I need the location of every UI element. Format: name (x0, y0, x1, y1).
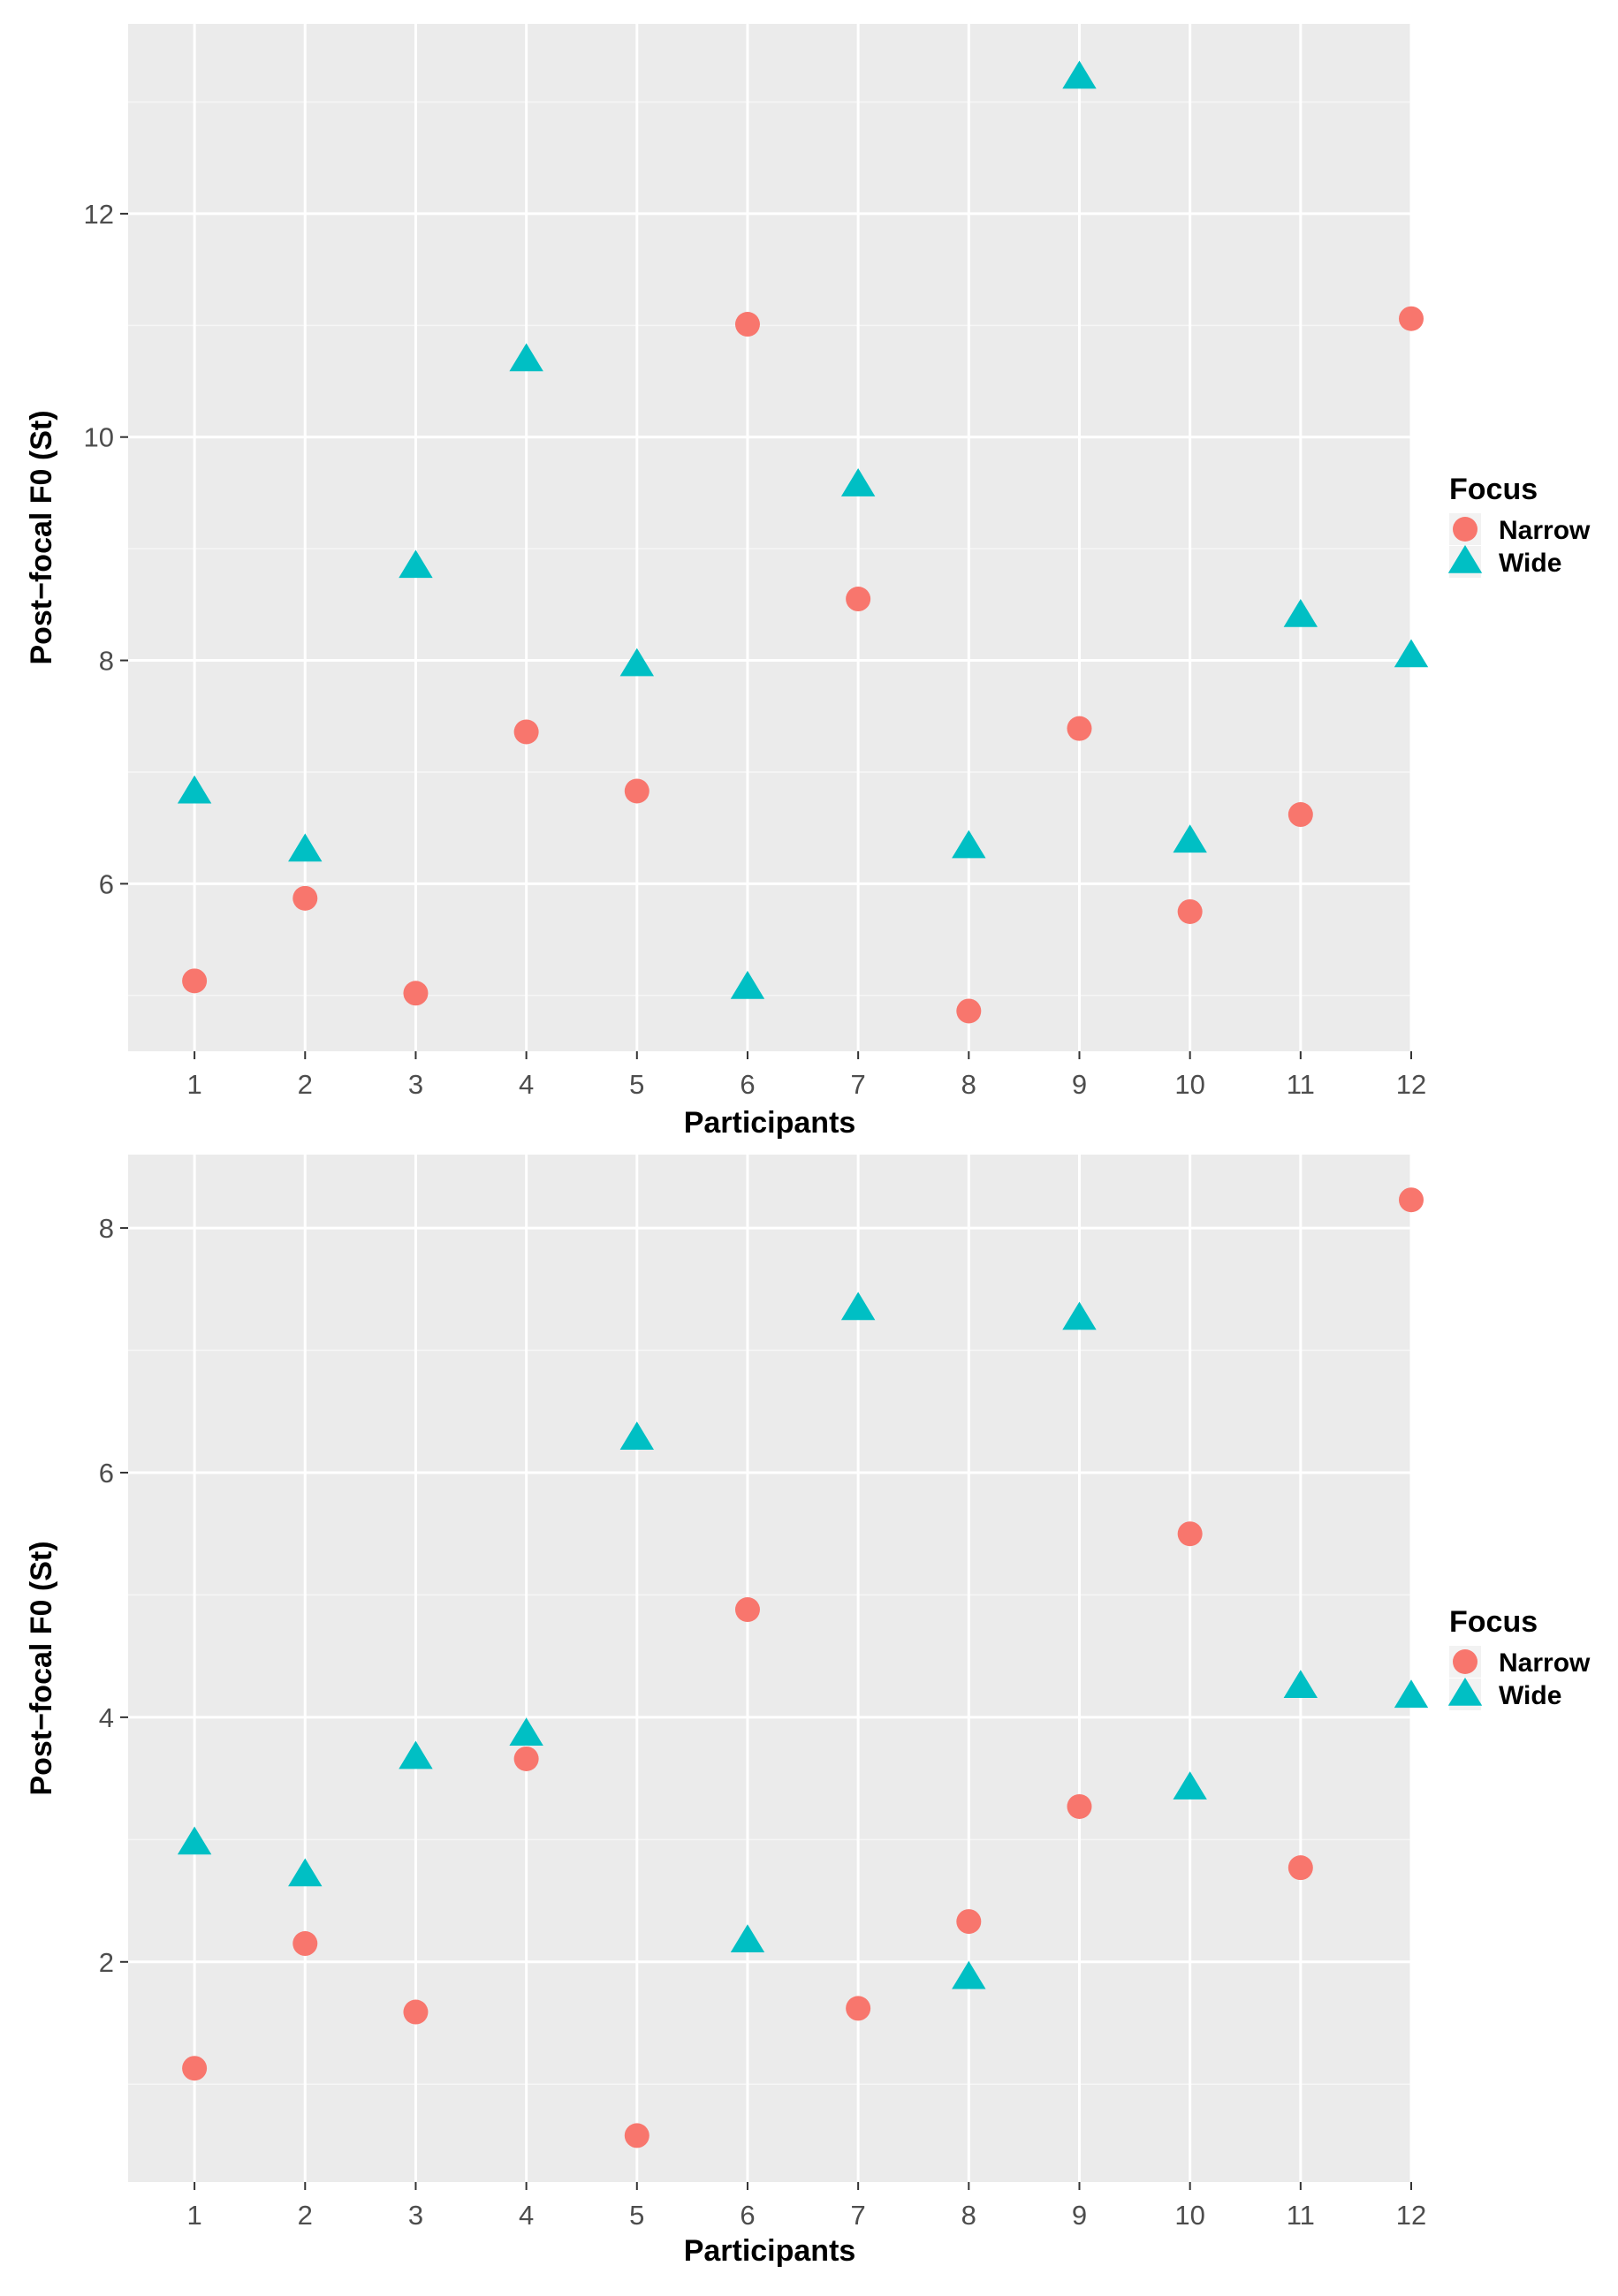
point-wide-5 (619, 1421, 655, 1450)
point-narrow-4 (513, 719, 539, 745)
x-tick-label: 8 (961, 1069, 976, 1100)
point-wide-3 (399, 1740, 433, 1769)
x-tick-label: 5 (629, 1069, 644, 1100)
point-narrow-5 (624, 2123, 649, 2148)
y-axis-title: Post−focal F0 (St) (25, 410, 58, 664)
point-narrow-8 (956, 998, 982, 1024)
x-tick-label: 10 (1174, 1069, 1204, 1100)
x-tick-label: 11 (1287, 2200, 1315, 2231)
point-narrow-12 (1399, 306, 1424, 331)
x-tick-label: 12 (1396, 2200, 1426, 2231)
legend-title: Focus (1449, 473, 1538, 506)
point-wide-4 (509, 343, 543, 372)
legend-circle-icon (1453, 517, 1477, 542)
x-tick-label: 6 (740, 2200, 755, 2231)
point-wide-1 (177, 775, 212, 804)
x-tick-label: 4 (519, 1069, 534, 1100)
legend-triangle-icon (1447, 1677, 1483, 1706)
point-wide-7 (840, 1292, 876, 1321)
plot-panel (128, 24, 1411, 1051)
point-narrow-10 (1177, 898, 1203, 924)
point-narrow-11 (1288, 802, 1313, 828)
point-narrow-9 (1067, 1793, 1092, 1819)
point-narrow-9 (1067, 716, 1092, 741)
plot-panel (128, 1155, 1411, 2182)
point-narrow-7 (846, 587, 871, 612)
point-wide-3 (399, 549, 433, 579)
x-tick-label: 2 (298, 1069, 313, 1100)
point-narrow-4 (513, 1746, 539, 1771)
x-tick-label: 9 (1072, 1069, 1087, 1100)
point-narrow-6 (734, 1597, 760, 1623)
point-wide-10 (1173, 1771, 1207, 1800)
point-narrow-2 (292, 885, 318, 911)
x-tick-label: 7 (851, 1069, 866, 1100)
point-narrow-7 (846, 1996, 871, 2021)
x-tick-label: 9 (1072, 2200, 1087, 2231)
point-narrow-1 (182, 968, 208, 994)
point-narrow-8 (956, 1909, 982, 1935)
y-tick-label: 8 (99, 1213, 114, 1244)
point-wide-2 (288, 1858, 323, 1887)
point-wide-12 (1394, 639, 1429, 668)
x-axis-title: Participants (684, 1106, 856, 1140)
y-tick-label: 8 (99, 646, 114, 677)
x-tick-label: 11 (1287, 1069, 1315, 1100)
point-wide-11 (1283, 598, 1318, 627)
point-narrow-10 (1177, 1521, 1203, 1547)
point-wide-12 (1394, 1679, 1429, 1709)
x-tick-label: 6 (740, 1069, 755, 1100)
x-tick-label: 3 (408, 1069, 423, 1100)
point-wide-1 (177, 1826, 212, 1855)
point-wide-4 (509, 1717, 543, 1747)
legend-label-narrow: Narrow (1499, 1648, 1591, 1678)
x-tick-label: 8 (961, 2200, 976, 2231)
point-wide-8 (952, 1960, 986, 1989)
x-tick-label: 5 (629, 2200, 644, 2231)
legend-circle-icon (1453, 1649, 1477, 1674)
point-narrow-11 (1288, 1855, 1313, 1881)
point-narrow-12 (1399, 1187, 1424, 1213)
y-tick-label: 6 (99, 868, 114, 899)
x-tick-label: 1 (186, 2200, 201, 2231)
x-tick-label: 1 (186, 1069, 201, 1100)
y-axis-title: Post−focal F0 (St) (25, 1541, 58, 1795)
point-narrow-2 (292, 1931, 318, 1957)
point-narrow-1 (182, 2056, 208, 2081)
y-tick-label: 12 (84, 199, 114, 230)
x-axis-title: Participants (684, 2234, 856, 2268)
point-wide-11 (1283, 1670, 1318, 1699)
legend-label-wide: Wide (1499, 1681, 1561, 1710)
point-wide-10 (1173, 824, 1207, 853)
point-wide-5 (619, 648, 655, 677)
legend-triangle-icon (1447, 544, 1483, 573)
legend-title: Focus (1449, 1605, 1538, 1639)
x-tick-label: 12 (1396, 1069, 1426, 1100)
legend-label-wide: Wide (1499, 549, 1561, 578)
point-narrow-3 (403, 981, 429, 1006)
legend-label-narrow: Narrow (1499, 516, 1591, 545)
y-tick-label: 10 (84, 422, 114, 453)
y-tick-label: 2 (99, 1947, 114, 1978)
x-tick-label: 3 (408, 2200, 423, 2231)
point-narrow-3 (403, 1999, 429, 2025)
y-tick-label: 4 (99, 1702, 114, 1733)
x-tick-label: 2 (298, 2200, 313, 2231)
point-wide-7 (840, 468, 876, 496)
point-wide-2 (288, 833, 323, 862)
y-tick-label: 6 (99, 1458, 114, 1489)
x-tick-label: 7 (851, 2200, 866, 2231)
point-wide-8 (952, 830, 986, 859)
point-wide-9 (1062, 60, 1097, 89)
point-wide-6 (730, 1924, 765, 1952)
x-tick-label: 10 (1174, 2200, 1204, 2231)
point-wide-9 (1062, 1301, 1097, 1330)
x-tick-label: 4 (519, 2200, 534, 2231)
point-narrow-5 (624, 778, 649, 804)
point-narrow-6 (734, 312, 760, 337)
point-wide-6 (730, 970, 765, 999)
